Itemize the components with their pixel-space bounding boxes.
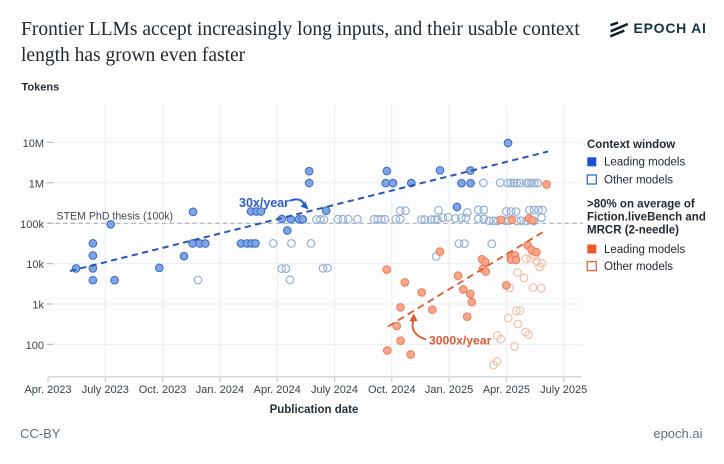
- svg-text:July 2023: July 2023: [82, 384, 129, 396]
- svg-text:3000x/year: 3000x/year: [429, 334, 492, 348]
- svg-text:Other models: Other models: [604, 261, 673, 273]
- svg-text:Leading models: Leading models: [604, 157, 685, 169]
- svg-text:Jan. 2025: Jan. 2025: [425, 384, 473, 396]
- svg-text:STEM PhD thesis (100k): STEM PhD thesis (100k): [57, 211, 174, 223]
- svg-text:1k: 1k: [32, 300, 44, 312]
- svg-text:>80% on average of: >80% on average of: [587, 199, 695, 211]
- svg-text:10k: 10k: [26, 259, 44, 271]
- svg-text:100k: 100k: [20, 219, 44, 231]
- svg-text:CC-BY: CC-BY: [20, 426, 61, 441]
- svg-text:MRCR (2-needle): MRCR (2-needle): [587, 225, 679, 237]
- svg-text:Oct. 2023: Oct. 2023: [139, 384, 187, 396]
- svg-text:Context window: Context window: [587, 139, 675, 151]
- svg-text:EPOCH AI: EPOCH AI: [634, 20, 707, 36]
- svg-text:Other models: Other models: [604, 174, 673, 186]
- svg-text:Tokens: Tokens: [22, 82, 60, 94]
- svg-text:Apr. 2023: Apr. 2023: [24, 384, 71, 396]
- svg-text:1M: 1M: [29, 178, 44, 190]
- svg-text:Apr. 2025: Apr. 2025: [483, 384, 530, 396]
- svg-text:Jan. 2024: Jan. 2024: [196, 384, 244, 396]
- svg-text:Apr. 2024: Apr. 2024: [254, 384, 301, 396]
- svg-text:July 2025: July 2025: [540, 384, 587, 396]
- svg-text:Publication date: Publication date: [270, 404, 359, 416]
- svg-text:Leading models: Leading models: [604, 244, 685, 256]
- svg-text:30x/year: 30x/year: [239, 196, 289, 210]
- svg-text:10M: 10M: [23, 138, 44, 150]
- svg-text:epoch.ai: epoch.ai: [653, 426, 702, 441]
- svg-text:July 2024: July 2024: [311, 384, 358, 396]
- svg-text:100: 100: [26, 340, 44, 352]
- svg-text:Fiction.liveBench and: Fiction.liveBench and: [587, 212, 706, 224]
- svg-text:Oct. 2024: Oct. 2024: [368, 384, 416, 396]
